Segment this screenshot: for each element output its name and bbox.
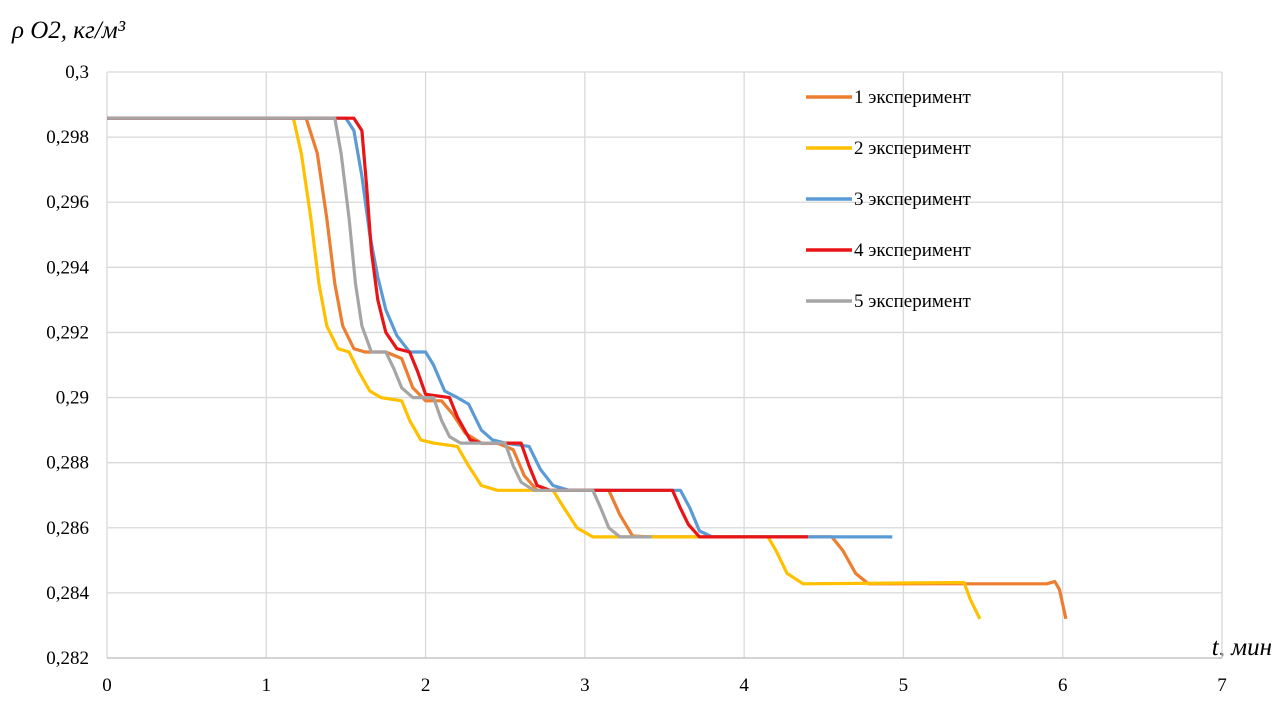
y-tick-label: 0,286: [46, 518, 89, 539]
y-tick-label: 0,29: [56, 388, 89, 409]
y-tick-label: 0,296: [46, 192, 89, 213]
y-axis-title: ρ O2, кг/м³: [11, 17, 126, 44]
x-tick-label: 7: [1217, 675, 1227, 696]
series-line: [107, 116, 982, 620]
series-line: [107, 116, 808, 539]
legend-label: 3 эксперимент: [854, 189, 971, 210]
x-axis-title: t, мин: [1212, 634, 1272, 661]
y-tick-label: 0,282: [46, 648, 89, 669]
series-line: [107, 116, 652, 539]
x-tick-label: 3: [580, 675, 590, 696]
y-tick-label: 0,294: [46, 257, 89, 278]
y-tick-label: 0,288: [46, 453, 89, 474]
x-tick-label: 1: [262, 675, 272, 696]
y-tick-label: 0,284: [46, 583, 89, 604]
x-tick-label: 5: [899, 675, 909, 696]
y-tick-label: 0,3: [65, 62, 89, 83]
x-tick-label: 2: [421, 675, 431, 696]
x-tick-label: 4: [739, 675, 749, 696]
y-tick-label: 0,298: [46, 127, 89, 148]
y-tick-label: 0,292: [46, 322, 89, 343]
legend-label: 4 эксперимент: [854, 240, 971, 261]
legend-label: 2 эксперимент: [854, 138, 971, 159]
x-tick-label: 6: [1058, 675, 1068, 696]
series-line: [107, 116, 893, 539]
legend-label: 5 эксперимент: [854, 291, 971, 312]
x-tick-label: 0: [102, 675, 112, 696]
legend-label: 1 эксперимент: [854, 87, 971, 108]
